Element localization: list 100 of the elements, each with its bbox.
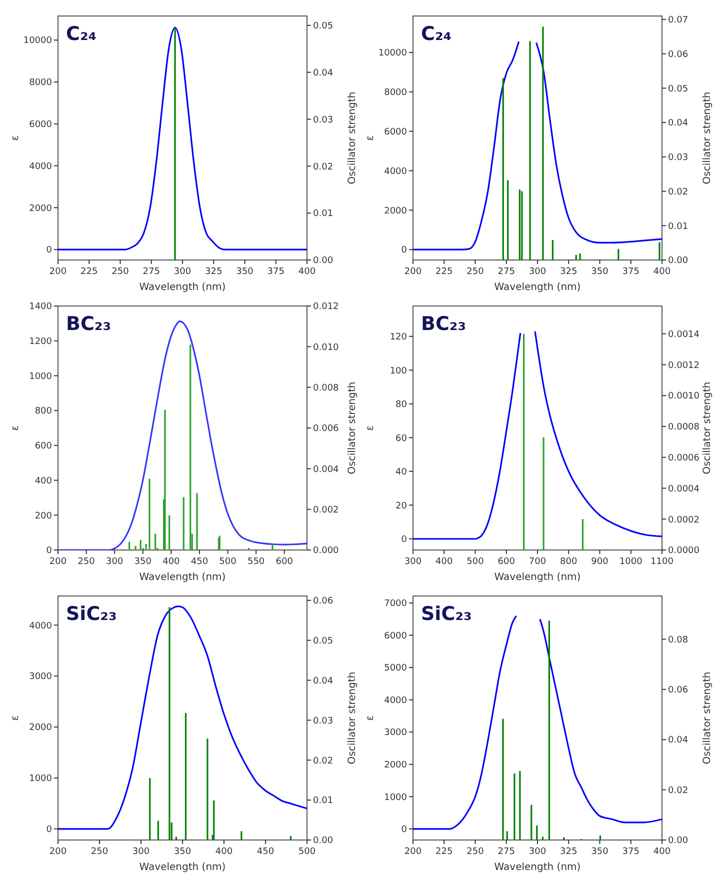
y-tick-label: 3000 xyxy=(29,672,52,682)
x-tick-label: 300 xyxy=(132,847,150,857)
y-tick-label: 2000 xyxy=(29,204,52,214)
y-tick-label: 6000 xyxy=(29,120,52,130)
x-tick-label: 500 xyxy=(219,557,237,567)
y2-tick-label: 0.04 xyxy=(668,118,688,129)
y2-tick-label: 0.01 xyxy=(313,209,334,220)
x-tick-label: 400 xyxy=(162,557,180,567)
y2-tick-label: 0.04 xyxy=(313,676,334,686)
y-axis-title: ε xyxy=(365,715,376,721)
chart-title: C₂₄ xyxy=(421,23,452,45)
y2-tick-label: 0.008 xyxy=(313,383,340,394)
x-tick-label: 250 xyxy=(90,847,108,857)
y-tick-label: 6000 xyxy=(384,631,408,642)
y2-tick-label: 0.02 xyxy=(668,187,688,198)
y-tick-label: 1000 xyxy=(384,792,408,803)
chart-title: SiC₂₃ xyxy=(66,603,117,625)
y-axis-title: ε xyxy=(365,425,376,431)
y-tick-label: 4000 xyxy=(29,162,52,172)
y-tick-label: 0 xyxy=(46,825,52,836)
y2-tick-label: 0.01 xyxy=(668,222,688,232)
y2-tick-label: 0.0012 xyxy=(668,360,700,371)
y-tick-label: 8000 xyxy=(29,78,52,88)
y-axis-title: ε xyxy=(10,715,21,721)
y2-tick-label: 0.000 xyxy=(313,546,340,556)
x-tick-label: 350 xyxy=(134,557,152,567)
x-tick-label: 400 xyxy=(436,557,453,567)
y-tick-label: 6000 xyxy=(384,127,408,138)
x-axis-title: Wavelength (nm) xyxy=(139,282,226,293)
y-tick-label: 2000 xyxy=(384,760,408,770)
x-tick-label: 325 xyxy=(205,267,222,277)
x-tick-label: 500 xyxy=(298,847,316,857)
x-tick-label: 250 xyxy=(466,847,484,857)
y2-tick-label: 0.0008 xyxy=(668,422,700,433)
y-tick-label: 800 xyxy=(34,406,52,417)
x-tick-label: 1100 xyxy=(650,557,674,567)
x-tick-label: 225 xyxy=(436,847,453,857)
y-tick-label: 60 xyxy=(396,434,408,444)
y-tick-label: 1200 xyxy=(29,337,52,348)
x-tick-label: 800 xyxy=(560,557,578,567)
y-tick-label: 0 xyxy=(46,546,52,556)
y-tick-label: 8000 xyxy=(384,88,408,98)
y2-axis-title: Oscillator strength xyxy=(702,382,713,474)
x-tick-label: 400 xyxy=(653,847,671,857)
y2-tick-label: 0.02 xyxy=(313,756,334,766)
y2-axis-title: Oscillator strength xyxy=(702,92,713,184)
y-axis-title: ε xyxy=(10,135,21,141)
x-tick-label: 275 xyxy=(498,847,515,857)
x-tick-label: 300 xyxy=(106,557,124,567)
y2-tick-label: 0.07 xyxy=(668,16,688,26)
x-tick-label: 350 xyxy=(174,847,192,857)
x-tick-label: 225 xyxy=(80,267,98,277)
x-axis-title: Wavelength (nm) xyxy=(139,862,226,873)
y-tick-label: 3000 xyxy=(384,728,408,738)
y2-tick-label: 0.0000 xyxy=(668,546,700,556)
x-tick-label: 600 xyxy=(498,557,516,567)
x-tick-label: 325 xyxy=(560,847,578,857)
y2-tick-label: 0.0002 xyxy=(668,515,700,526)
y2-tick-label: 0.03 xyxy=(313,115,334,126)
y2-tick-label: 0.002 xyxy=(313,505,339,516)
x-tick-label: 300 xyxy=(174,267,192,277)
x-tick-label: 275 xyxy=(142,267,160,277)
y-tick-label: 600 xyxy=(34,442,52,452)
x-tick-label: 300 xyxy=(528,847,546,857)
y-tick-label: 4000 xyxy=(384,166,408,177)
y2-tick-label: 0.05 xyxy=(668,84,688,94)
y-tick-label: 4000 xyxy=(29,621,52,632)
y-axis-title: ε xyxy=(365,135,376,141)
x-axis-title: Wavelength (nm) xyxy=(494,282,581,293)
y2-tick-label: 0.0006 xyxy=(668,453,700,464)
y2-tick-label: 0.004 xyxy=(313,464,340,475)
y-tick-label: 100 xyxy=(390,366,408,376)
y-tick-label: 0 xyxy=(401,246,408,256)
y-tick-label: 10000 xyxy=(378,48,408,59)
y2-tick-label: 0.02 xyxy=(313,162,334,172)
y2-tick-label: 0.08 xyxy=(668,635,688,646)
y2-tick-label: 0.0010 xyxy=(668,392,700,402)
x-tick-label: 275 xyxy=(498,267,515,277)
chart-title: C₂₄ xyxy=(66,23,97,45)
x-tick-label: 450 xyxy=(256,847,274,857)
x-tick-label: 375 xyxy=(267,267,284,277)
x-axis-title: Wavelength (nm) xyxy=(494,572,581,583)
x-tick-label: 900 xyxy=(591,557,609,567)
y-tick-label: 400 xyxy=(34,476,52,486)
y2-tick-label: 0.05 xyxy=(313,636,334,646)
y-tick-label: 0 xyxy=(401,825,408,836)
y2-tick-label: 0.00 xyxy=(313,256,334,266)
y-tick-label: 80 xyxy=(396,400,408,410)
x-tick-label: 250 xyxy=(112,267,130,277)
y2-tick-label: 0.00 xyxy=(313,836,334,846)
x-tick-label: 350 xyxy=(591,847,609,857)
x-tick-label: 350 xyxy=(236,267,254,277)
y2-tick-label: 0.03 xyxy=(313,716,334,726)
y2-tick-label: 0.03 xyxy=(668,153,688,164)
y-tick-label: 1400 xyxy=(29,302,52,312)
x-tick-label: 375 xyxy=(622,847,640,857)
y2-tick-label: 0.05 xyxy=(313,22,334,32)
y-tick-label: 4000 xyxy=(384,696,408,706)
y2-tick-label: 0.06 xyxy=(313,596,334,607)
y2-tick-label: 0.010 xyxy=(313,342,340,353)
